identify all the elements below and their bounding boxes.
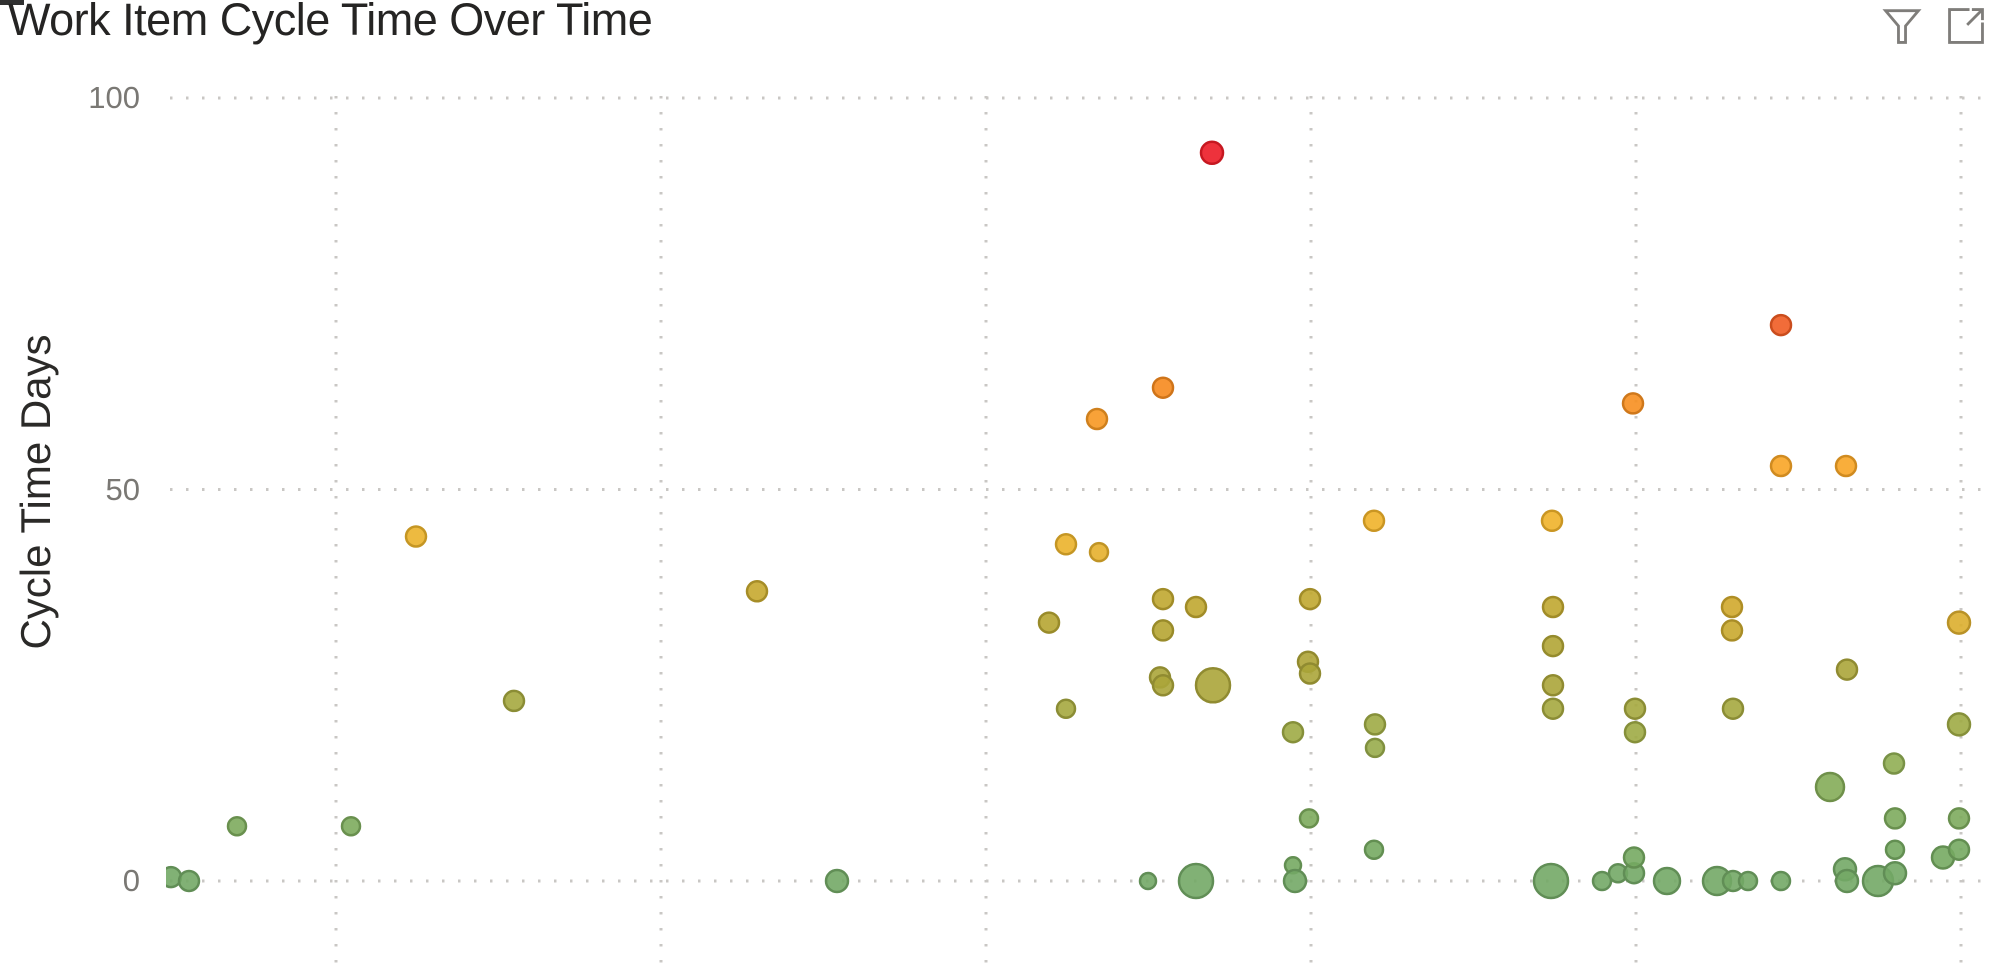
data-point[interactable] xyxy=(1769,454,1793,478)
data-point[interactable] xyxy=(1770,870,1792,892)
data-point[interactable] xyxy=(1623,697,1647,720)
data-point[interactable] xyxy=(1088,541,1110,563)
data-point[interactable] xyxy=(177,869,201,893)
data-point[interactable] xyxy=(1364,737,1386,759)
data-point[interactable] xyxy=(1085,407,1109,431)
data-points-group xyxy=(161,140,1972,900)
data-point[interactable] xyxy=(1883,807,1907,830)
gridlines xyxy=(170,96,1992,966)
data-point[interactable] xyxy=(1541,634,1565,658)
data-point[interactable] xyxy=(1151,619,1175,642)
data-point[interactable] xyxy=(1138,871,1158,891)
data-point[interactable] xyxy=(340,815,362,837)
data-point[interactable] xyxy=(1720,619,1744,642)
data-point[interactable] xyxy=(1282,868,1308,894)
data-point[interactable] xyxy=(1947,807,1971,830)
data-point[interactable] xyxy=(1946,610,1972,635)
data-point[interactable] xyxy=(1834,868,1860,894)
popout-icon[interactable] xyxy=(1946,6,1986,46)
data-point[interactable] xyxy=(1622,846,1646,869)
data-point[interactable] xyxy=(1281,720,1305,744)
data-point[interactable] xyxy=(404,525,428,548)
data-point[interactable] xyxy=(1882,860,1908,886)
data-point[interactable] xyxy=(1298,662,1322,685)
data-point[interactable] xyxy=(1769,313,1793,337)
data-point[interactable] xyxy=(1540,509,1564,533)
data-point[interactable] xyxy=(1151,376,1175,399)
filter-icon[interactable] xyxy=(1882,6,1922,46)
data-point[interactable] xyxy=(1721,697,1745,720)
data-point[interactable] xyxy=(1177,862,1215,900)
data-point[interactable] xyxy=(1363,839,1385,860)
data-point[interactable] xyxy=(1298,808,1320,829)
data-point[interactable] xyxy=(1532,862,1570,900)
data-point[interactable] xyxy=(1591,870,1613,892)
data-point[interactable] xyxy=(1541,674,1565,697)
data-point[interactable] xyxy=(1884,839,1906,860)
data-point[interactable] xyxy=(1814,771,1846,803)
data-point[interactable] xyxy=(1055,698,1077,719)
data-point[interactable] xyxy=(1946,712,1972,737)
data-point[interactable] xyxy=(1720,595,1744,619)
data-point[interactable] xyxy=(1652,866,1682,896)
data-point[interactable] xyxy=(226,815,248,837)
data-point[interactable] xyxy=(1151,674,1175,697)
data-point[interactable] xyxy=(1037,611,1061,634)
data-point[interactable] xyxy=(1541,595,1565,619)
corner-artifact xyxy=(0,0,24,5)
data-point[interactable] xyxy=(1194,667,1232,704)
data-point[interactable] xyxy=(1947,838,1971,861)
data-point[interactable] xyxy=(1834,454,1858,478)
data-point[interactable] xyxy=(1199,140,1225,166)
data-point[interactable] xyxy=(502,689,526,713)
data-point[interactable] xyxy=(824,868,850,894)
data-point[interactable] xyxy=(1623,720,1647,744)
data-point[interactable] xyxy=(1184,595,1208,619)
data-point[interactable] xyxy=(1541,697,1565,720)
chart-title: Work Item Cycle Time Over Time xyxy=(8,0,653,45)
data-point[interactable] xyxy=(1298,587,1322,611)
data-point[interactable] xyxy=(1835,658,1859,681)
data-point[interactable] xyxy=(1621,392,1645,415)
y-tick-label-0: 0 xyxy=(122,863,140,898)
data-point[interactable] xyxy=(1054,533,1078,556)
data-point[interactable] xyxy=(1362,509,1386,533)
data-point[interactable] xyxy=(161,865,183,889)
data-point[interactable] xyxy=(745,580,769,603)
data-point[interactable] xyxy=(1363,713,1387,736)
data-point[interactable] xyxy=(1882,752,1906,775)
y-tick-label-100: 100 xyxy=(88,80,140,115)
y-tick-label-50: 50 xyxy=(105,472,140,507)
visual-header xyxy=(1882,6,1986,46)
data-point[interactable] xyxy=(1737,870,1759,892)
data-point[interactable] xyxy=(1151,587,1175,611)
